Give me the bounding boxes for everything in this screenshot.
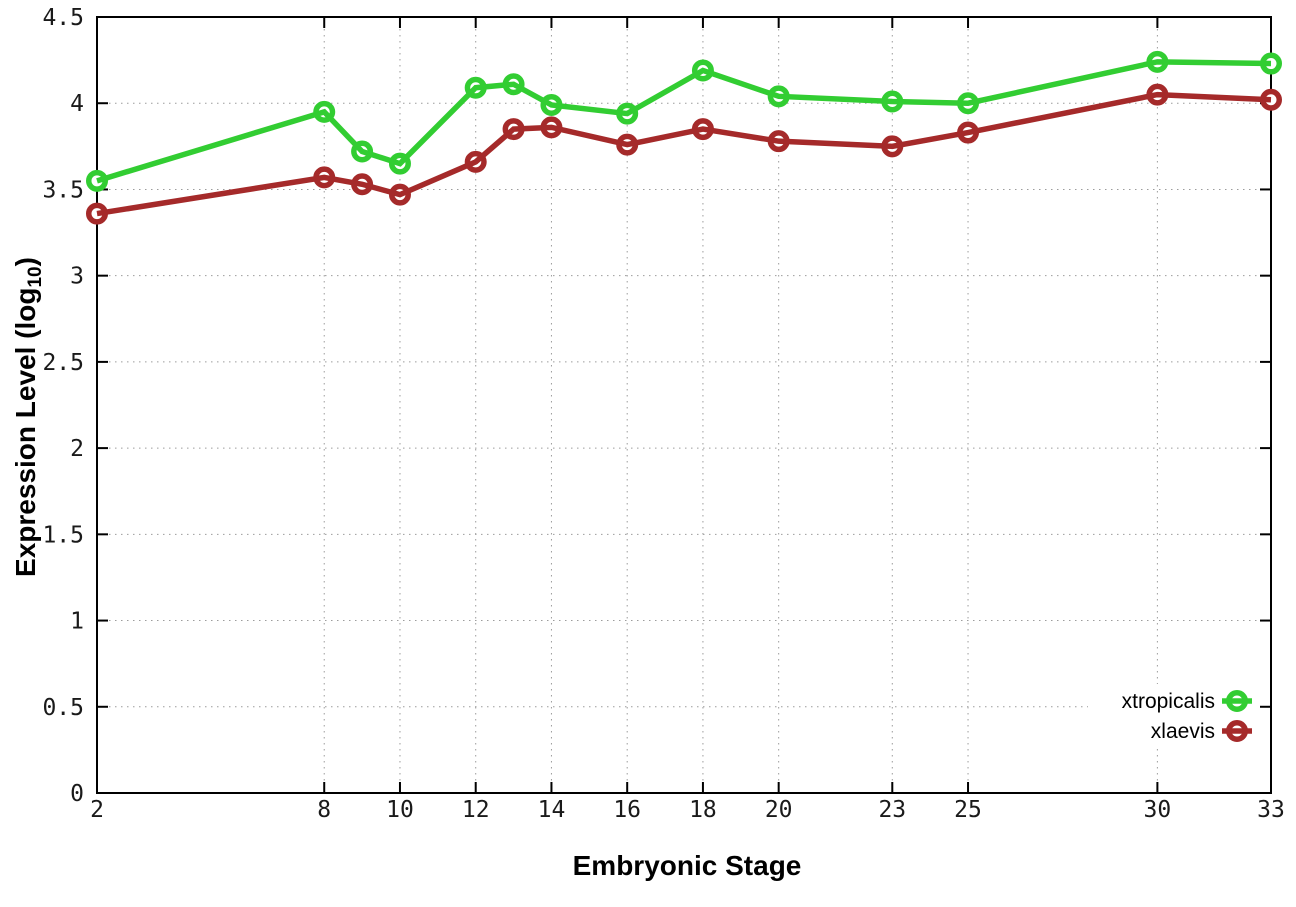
y-tick-label-1.5: 1.5	[42, 522, 84, 548]
x-tick-label-33: 33	[1257, 797, 1285, 823]
y-axis-title: Expression Level (log10)	[10, 257, 46, 577]
y-axis-title-suffix: )	[10, 257, 41, 267]
y-tick-label-2: 2	[70, 436, 84, 462]
legend-item-xlaevis: xlaevis	[1151, 720, 1252, 743]
x-tick-label-2: 2	[90, 797, 104, 823]
legend-label-xlaevis: xlaevis	[1151, 720, 1215, 743]
x-tick-label-8: 8	[317, 797, 331, 823]
y-axis-title-text: Expression Level (log	[10, 287, 41, 577]
y-tick-label-3.5: 3.5	[42, 177, 84, 203]
y-tick-label-2.5: 2.5	[42, 350, 84, 376]
x-tick-label-23: 23	[878, 797, 906, 823]
x-tick-label-14: 14	[538, 797, 566, 823]
y-tick-label-1: 1	[70, 609, 84, 635]
plot-border	[96, 16, 1272, 794]
x-tick-label-12: 12	[462, 797, 490, 823]
x-tick-label-10: 10	[386, 797, 414, 823]
x-tick-label-20: 20	[765, 797, 793, 823]
x-axis-title: Embryonic Stage	[573, 850, 802, 882]
series-line-xlaevis	[96, 91, 1272, 217]
x-tick-label-30: 30	[1144, 797, 1172, 823]
x-tick-label-25: 25	[954, 797, 982, 823]
y-axis-title-subscript: 10	[25, 266, 46, 288]
series-line-xtropicalis	[96, 59, 1272, 184]
x-tick-label-16: 16	[613, 797, 641, 823]
y-tick-label-0: 0	[70, 781, 84, 807]
legend-label-xtropicalis: xtropicalis	[1122, 690, 1215, 713]
y-tick-label-4.5: 4.5	[42, 5, 84, 31]
x-axis-title-text: Embryonic Stage	[572, 850, 802, 881]
y-tick-label-3: 3	[70, 264, 84, 290]
series-xtropicalis	[86, 50, 1282, 192]
y-tick-label-4: 4	[70, 91, 84, 117]
y-tick-label-0.5: 0.5	[42, 695, 84, 721]
x-tick-label-18: 18	[689, 797, 717, 823]
legend-item-xtropicalis: xtropicalis	[1122, 690, 1252, 713]
series-xlaevis	[86, 83, 1282, 225]
